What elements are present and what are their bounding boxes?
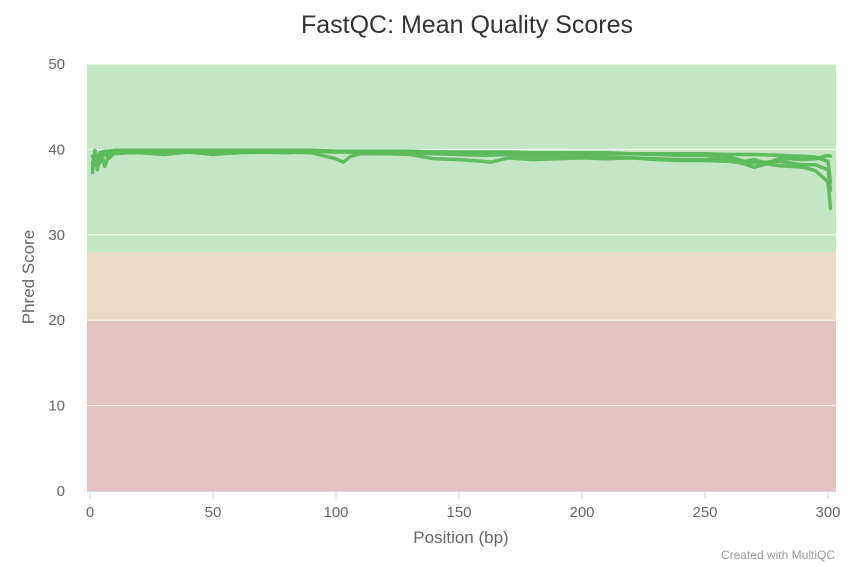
quality-bands xyxy=(87,64,836,491)
y-tick-label: 0 xyxy=(57,483,65,500)
x-tick-label: 150 xyxy=(446,504,471,521)
x-tick-label: 300 xyxy=(815,504,840,521)
chart-title: FastQC: Mean Quality Scores xyxy=(301,11,633,39)
y-tick-label: 20 xyxy=(48,312,65,329)
y-tick-label: 40 xyxy=(48,141,65,158)
band-warning xyxy=(87,252,836,320)
x-axis-label: Position (bp) xyxy=(413,528,508,547)
x-tick-label: 0 xyxy=(86,504,94,521)
x-axis-ticks: 0 50 100 150 200 250 300 xyxy=(86,491,841,521)
credit-text[interactable]: Created with MultiQC xyxy=(721,548,835,562)
x-tick-label: 250 xyxy=(692,504,717,521)
x-tick-label: 100 xyxy=(323,504,348,521)
x-tick-label: 200 xyxy=(569,504,594,521)
y-tick-label: 10 xyxy=(48,398,65,415)
y-axis-label: Phred Score xyxy=(19,230,38,325)
y-tick-label: 30 xyxy=(48,227,65,244)
x-tick-label: 50 xyxy=(205,504,222,521)
y-axis-ticks: 0 10 20 30 40 50 xyxy=(48,56,65,500)
y-tick-label: 50 xyxy=(48,56,65,73)
